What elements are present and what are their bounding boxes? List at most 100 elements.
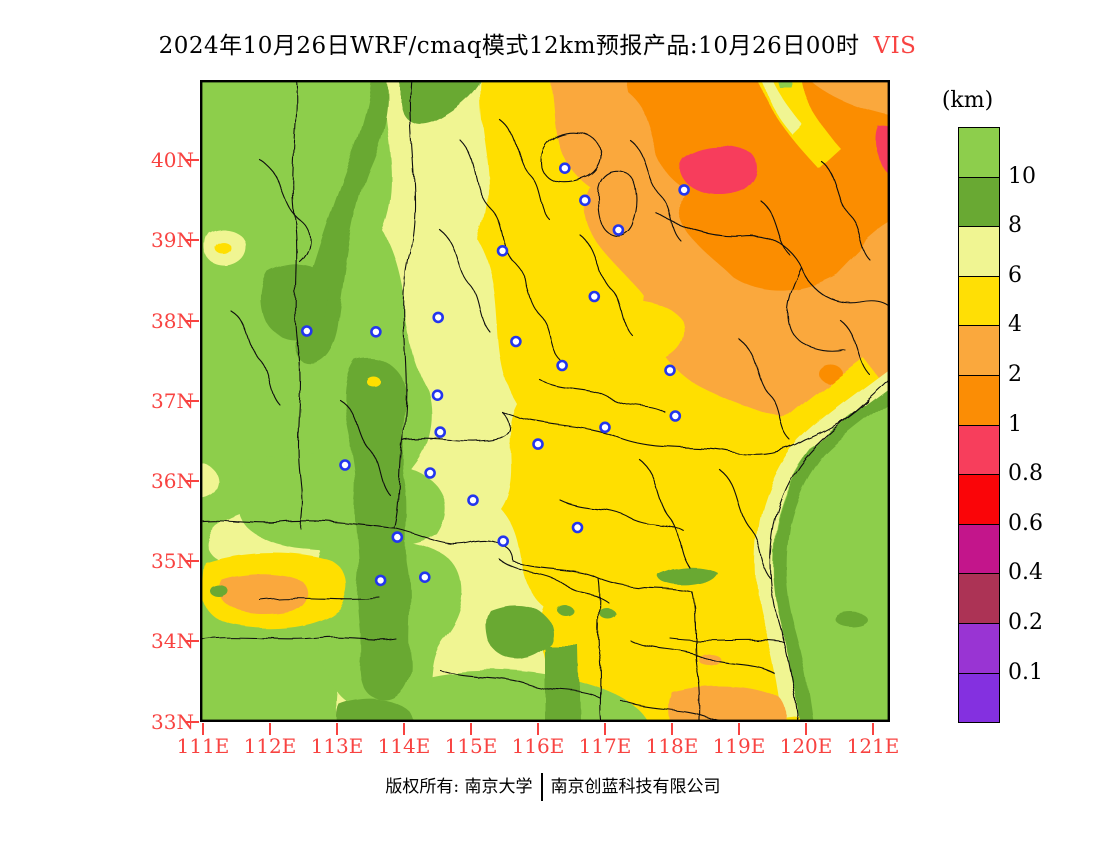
lon-tick [604,723,606,735]
lat-tick [186,239,199,242]
legend-color-box [958,523,1000,575]
lon-label: 116E [511,734,565,758]
lon-tick [738,723,740,735]
legend-color-box [958,672,1000,724]
lon-tick [671,723,673,735]
forecast-map [200,80,890,722]
legend-tick-label: 8 [1008,213,1022,239]
lon-tick [336,723,338,735]
city-marker [301,325,313,337]
title-variable: VIS [873,33,917,59]
city-marker [664,364,676,377]
lon-label: 114E [377,734,431,758]
lon-label: 113E [310,734,364,758]
city-marker [339,459,351,471]
page-title: 2024年10月26日WRF/cmaq模式12km预报产品:10月26日00时 V… [0,26,1075,60]
legend-unit: (km) [941,88,994,113]
city-marker [558,162,571,174]
legend-tick-label: 0.8 [1008,461,1043,487]
legend-tick-label: 6 [1008,262,1022,288]
legend-color-box [958,474,1000,525]
lat-label: 35N [151,549,194,574]
legend-color-box [958,176,1000,228]
city-marker [467,494,479,507]
city-marker [532,438,544,450]
legend-tick-label: 2 [1008,362,1022,387]
contour-fills [200,80,890,722]
lon-label: 115E [444,734,498,758]
city-marker [599,421,611,434]
city-marker [497,535,510,548]
lon-label: 117E [578,734,632,758]
legend-color-box [958,375,1000,426]
lat-tick [186,480,199,482]
city-marker [419,571,431,584]
lon-label: 119E [712,734,766,758]
city-marker [496,245,509,257]
title-text: 2024年10月26日WRF/cmaq模式12km预报产品:10月26日00时 [158,33,860,59]
lat-label: 38N [151,308,194,333]
city-markers [301,162,690,587]
lat-tick [186,560,199,563]
lon-label: 111E [176,734,230,758]
lon-tick [872,723,874,735]
lon-tick [269,723,271,735]
legend-tick-label: 10 [1008,163,1036,189]
legend-tick-label: 0.4 [1008,560,1043,586]
lon-label: 112E [243,734,297,758]
legend-tick-label: 0.6 [1008,510,1043,536]
city-marker [579,194,591,207]
city-marker [588,290,601,303]
legend-color-box [958,424,1000,476]
lat-label: 36N [151,469,194,493]
copyright: 版权所有: 南京大学 南京创蓝科技有限公司 [0,772,1100,802]
city-marker [434,426,446,438]
map-border [200,80,890,722]
lon-label: 120E [779,734,833,758]
lat-label: 39N [151,228,194,253]
city-marker [424,467,436,479]
legend-color-box [958,127,1000,178]
lon-tick [470,723,472,735]
lat-tick [186,640,199,643]
lon-tick [403,723,405,735]
legend-color-box [958,573,1000,624]
lat-tick [186,720,199,723]
lat-tick [186,399,199,402]
city-marker [431,389,444,402]
city-marker [678,184,690,196]
legend-tick-label: 1 [1008,411,1022,437]
lat-label: 33N [151,709,194,734]
copyright-owner: 版权所有: 南京大学 [385,777,533,797]
legend-color-box [958,226,1000,277]
lon-tick [537,723,539,735]
city-marker [571,521,584,534]
legend-color-box [958,623,1000,674]
city-marker [612,224,625,236]
lon-label: 121E [846,734,900,758]
city-marker [510,335,522,348]
lat-label: 34N [151,629,194,654]
copyright-separator [540,772,543,801]
province-boundaries [200,80,890,722]
legend-color-box [958,325,1000,376]
city-marker [391,531,404,543]
city-marker [370,326,382,338]
city-marker [432,311,444,324]
lon-tick [805,723,807,735]
city-marker [556,359,568,372]
lon-label: 118E [645,734,699,758]
lat-tick [186,159,199,162]
city-marker [669,410,682,422]
legend-color-box [958,275,1000,327]
lat-label: 37N [151,388,194,413]
legend-tick-label: 0.1 [1008,659,1043,685]
lat-tick [186,319,199,322]
lat-label: 40N [151,148,194,173]
legend-tick-label: 4 [1008,312,1022,338]
city-marker [374,574,387,587]
legend-tick-label: 0.2 [1008,610,1043,635]
copyright-company: 南京创蓝科技有限公司 [550,777,721,797]
lon-tick [202,723,204,735]
